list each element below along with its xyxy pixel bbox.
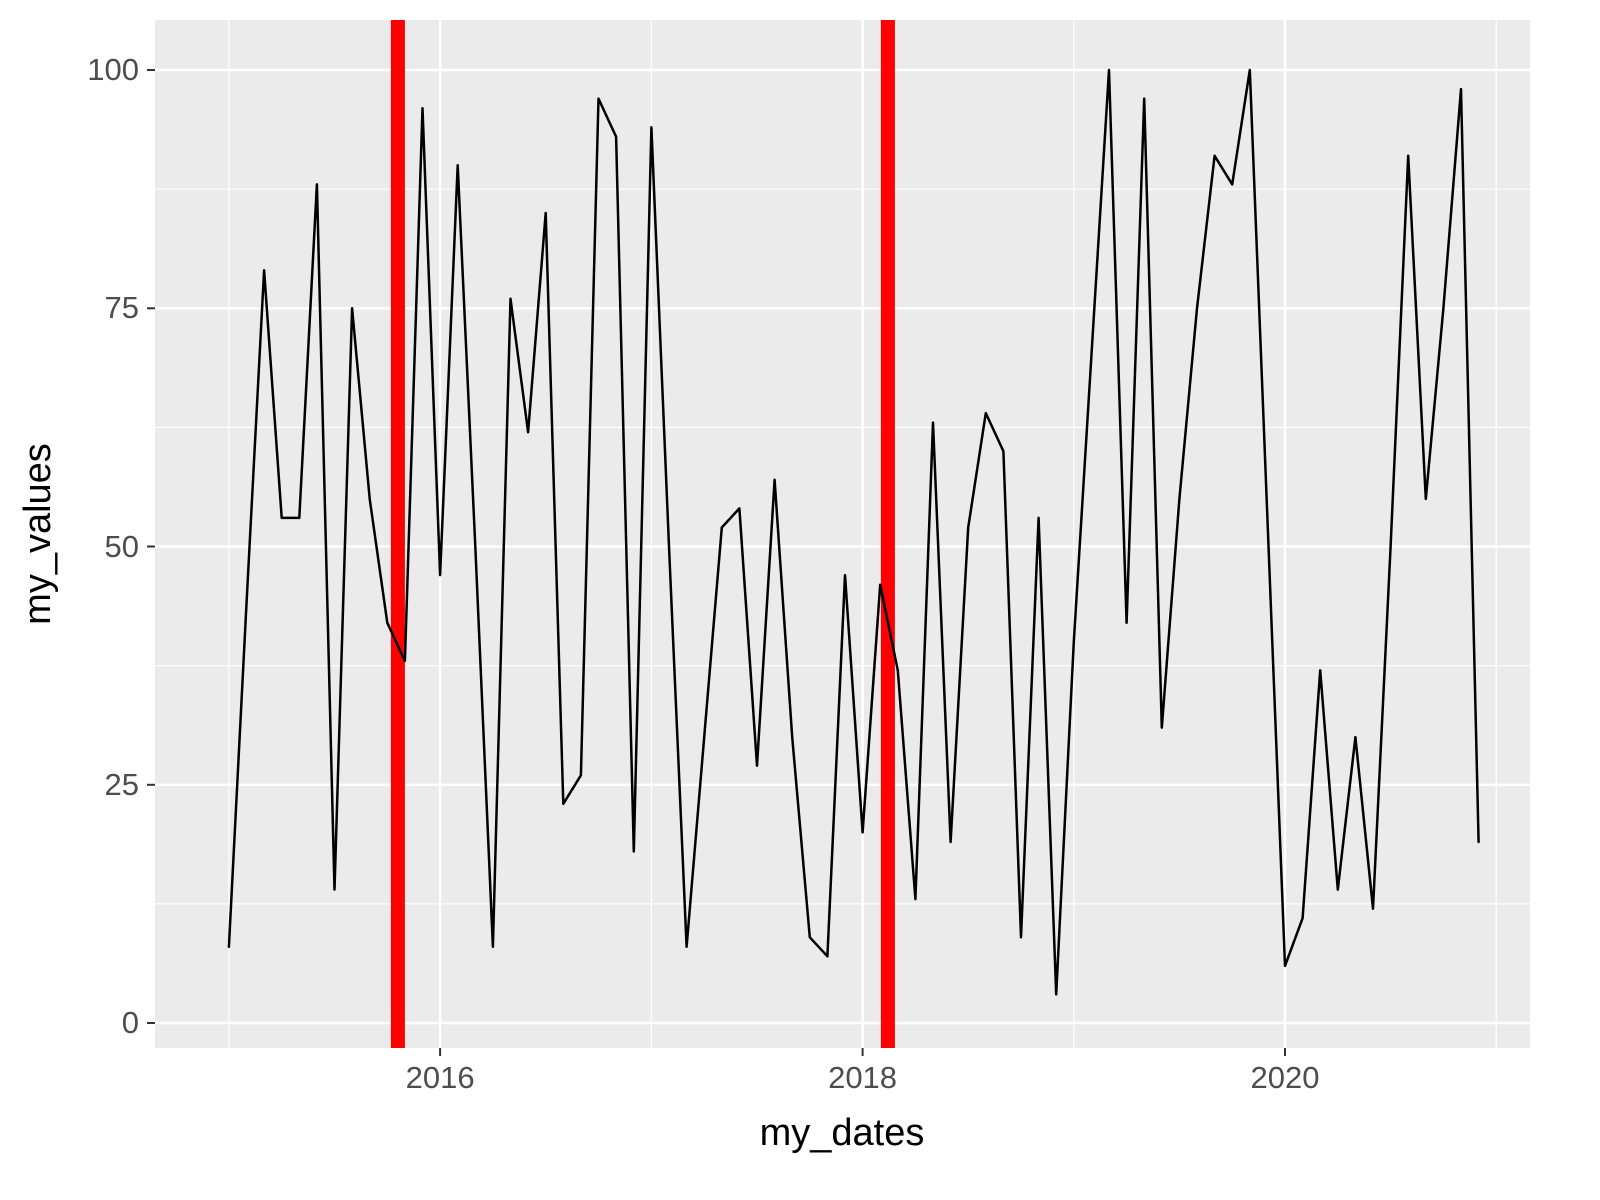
x-tick-label: 2018: [828, 1060, 898, 1095]
x-tick-label: 2020: [1250, 1060, 1320, 1095]
x-axis-title: my_dates: [759, 1112, 925, 1154]
y-tick-label: 75: [104, 290, 139, 326]
y-tick-label: 25: [104, 766, 139, 802]
plot-panel: [155, 20, 1530, 1048]
x-tick-label: 2016: [405, 1060, 475, 1095]
y-tick-label: 50: [104, 528, 139, 564]
data-line: [227, 68, 1480, 996]
y-tick-label: 0: [121, 1005, 139, 1041]
y-tick-label: 100: [87, 52, 139, 88]
